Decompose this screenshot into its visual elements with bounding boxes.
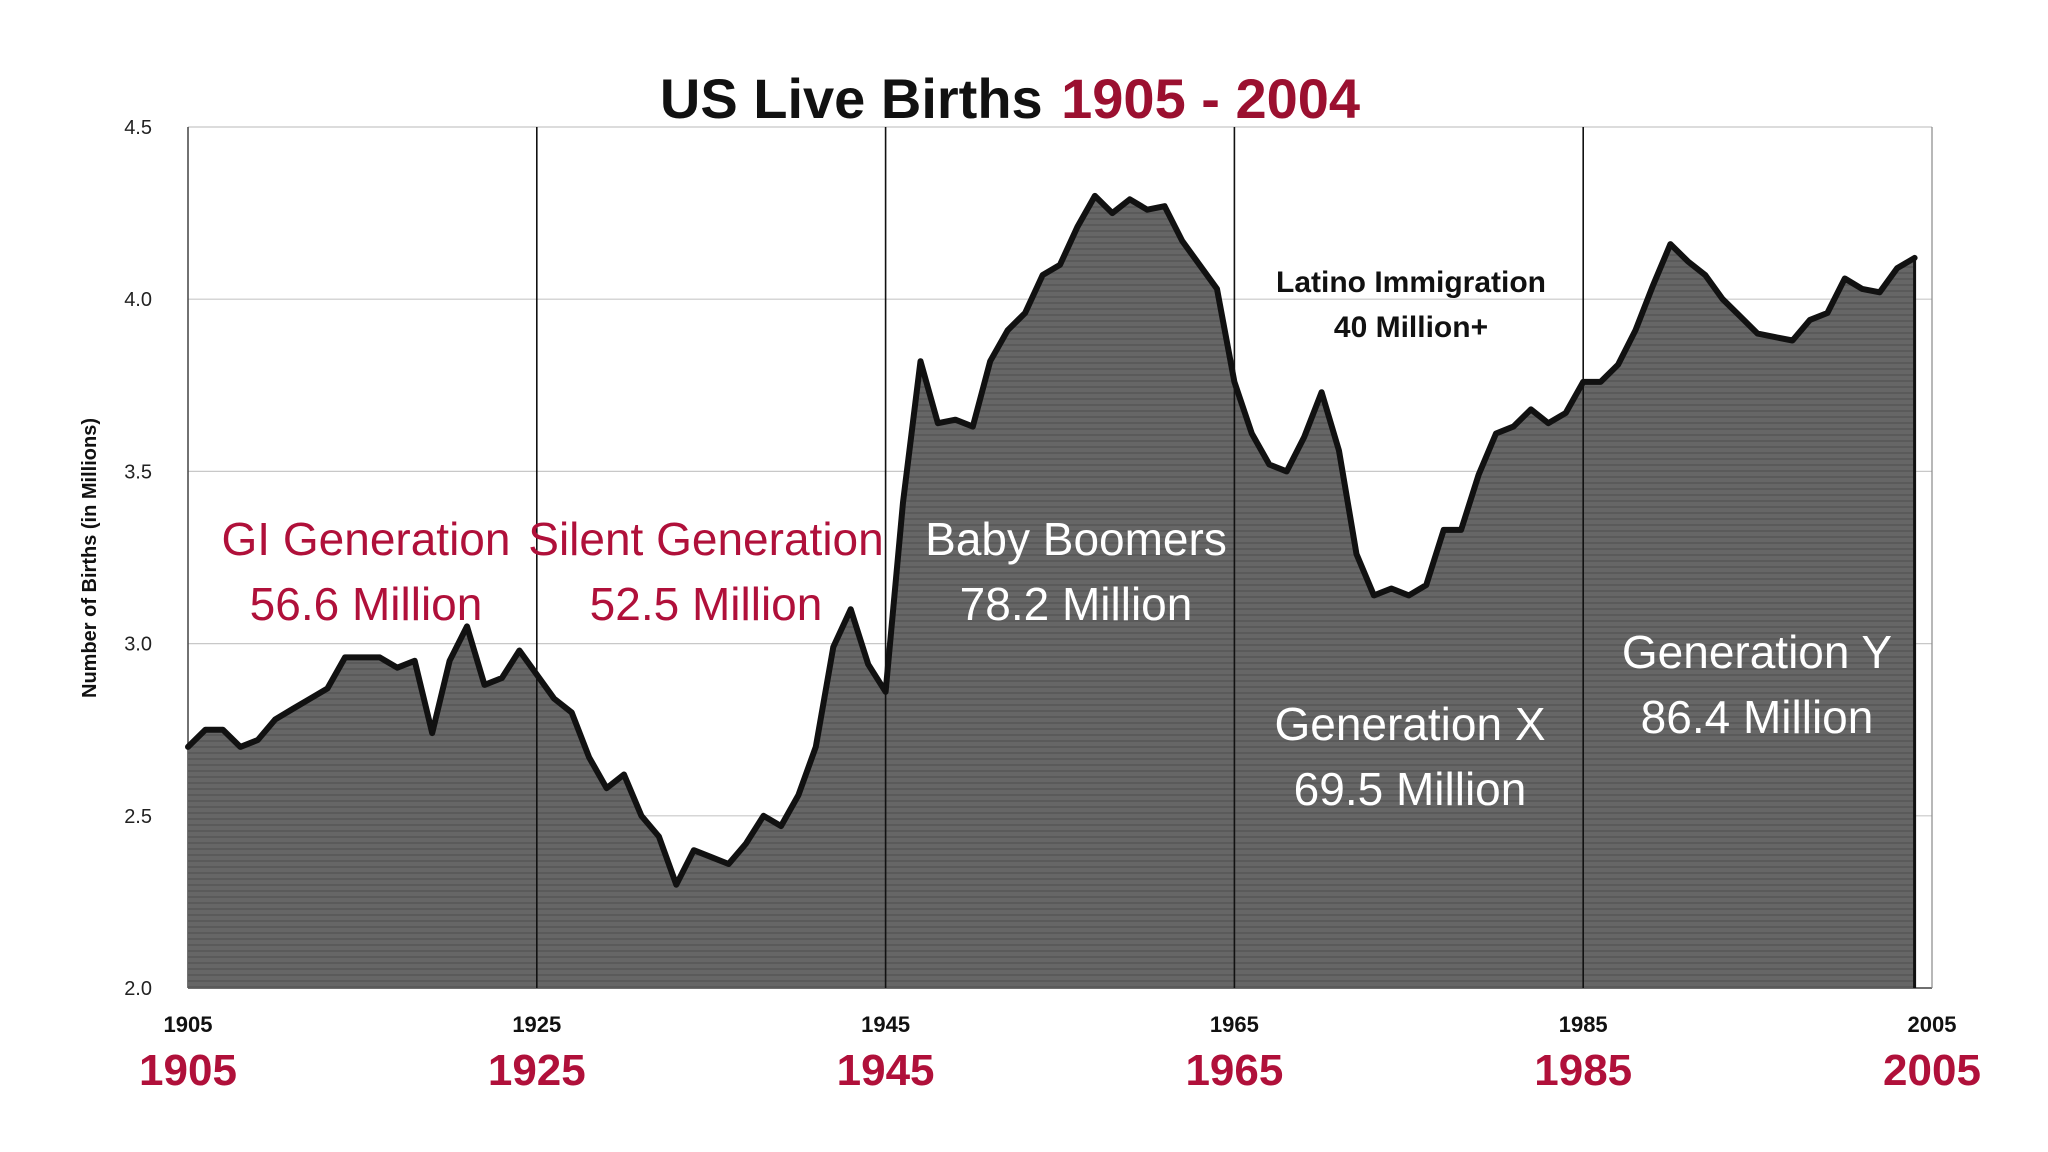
y-tick-labels: 2.0 2.5 3.0 3.5 4.0 4.5	[124, 117, 152, 1000]
gen-silent-name: Silent Generation	[528, 513, 883, 565]
y-tick-label: 3.5	[124, 461, 152, 483]
big-year-label: 1985	[1534, 1046, 1632, 1095]
area-fill	[188, 195, 1915, 988]
big-year-label: 2005	[1883, 1046, 1981, 1095]
chart-title: US Live Births 1905 - 2004	[660, 67, 1360, 130]
y-tick-label: 3.0	[124, 634, 152, 656]
area-series	[185, 192, 1918, 988]
big-year-labels: 1905 1925 1945 1965 1985 2005	[139, 1046, 1981, 1095]
y-tick-label: 4.0	[124, 289, 152, 311]
series-line	[185, 192, 1918, 888]
y-tick-label: 4.5	[124, 117, 152, 139]
x-tick-label: 1985	[1559, 1012, 1608, 1037]
gen-y-total: 86.4 Million	[1641, 691, 1874, 743]
big-year-label: 1965	[1185, 1046, 1283, 1095]
gen-gi-name: GI Generation	[222, 513, 511, 565]
gen-boomers-name: Baby Boomers	[925, 513, 1227, 565]
title-range: 1905 - 2004	[1061, 67, 1360, 130]
gen-boomers-total: 78.2 Million	[960, 578, 1193, 630]
big-year-label: 1925	[488, 1046, 586, 1095]
gen-silent-total: 52.5 Million	[590, 578, 823, 630]
big-year-label: 1905	[139, 1046, 237, 1095]
x-tick-label: 1945	[861, 1012, 910, 1037]
x-tick-label: 1965	[1210, 1012, 1259, 1037]
annotation-line2: 40 Million+	[1334, 311, 1488, 344]
gen-y-name: Generation Y	[1622, 626, 1892, 678]
y-axis-label: Number of Births (in Millions)	[79, 418, 101, 698]
annotation-line1: Latino Immigration	[1276, 266, 1546, 299]
big-year-label: 1945	[837, 1046, 935, 1095]
y-tick-label: 2.5	[124, 806, 152, 828]
x-tick-label: 1925	[512, 1012, 561, 1037]
latino-annotation: Latino Immigration 40 Million+	[1276, 266, 1546, 344]
generation-dividers	[535, 127, 1933, 988]
gen-x-name: Generation X	[1274, 698, 1545, 750]
generation-labels: GI Generation 56.6 Million Silent Genera…	[222, 513, 1893, 815]
y-tick-label: 2.0	[124, 978, 152, 1000]
gen-gi-total: 56.6 Million	[250, 578, 483, 630]
gen-x-total: 69.5 Million	[1294, 763, 1527, 815]
title-prefix: US Live Births	[660, 67, 1043, 130]
x-tick-label: 1905	[164, 1012, 213, 1037]
x-tick-labels: 1905 1925 1945 1965 1985 2005	[164, 1012, 1957, 1037]
x-tick-label: 2005	[1908, 1012, 1957, 1037]
